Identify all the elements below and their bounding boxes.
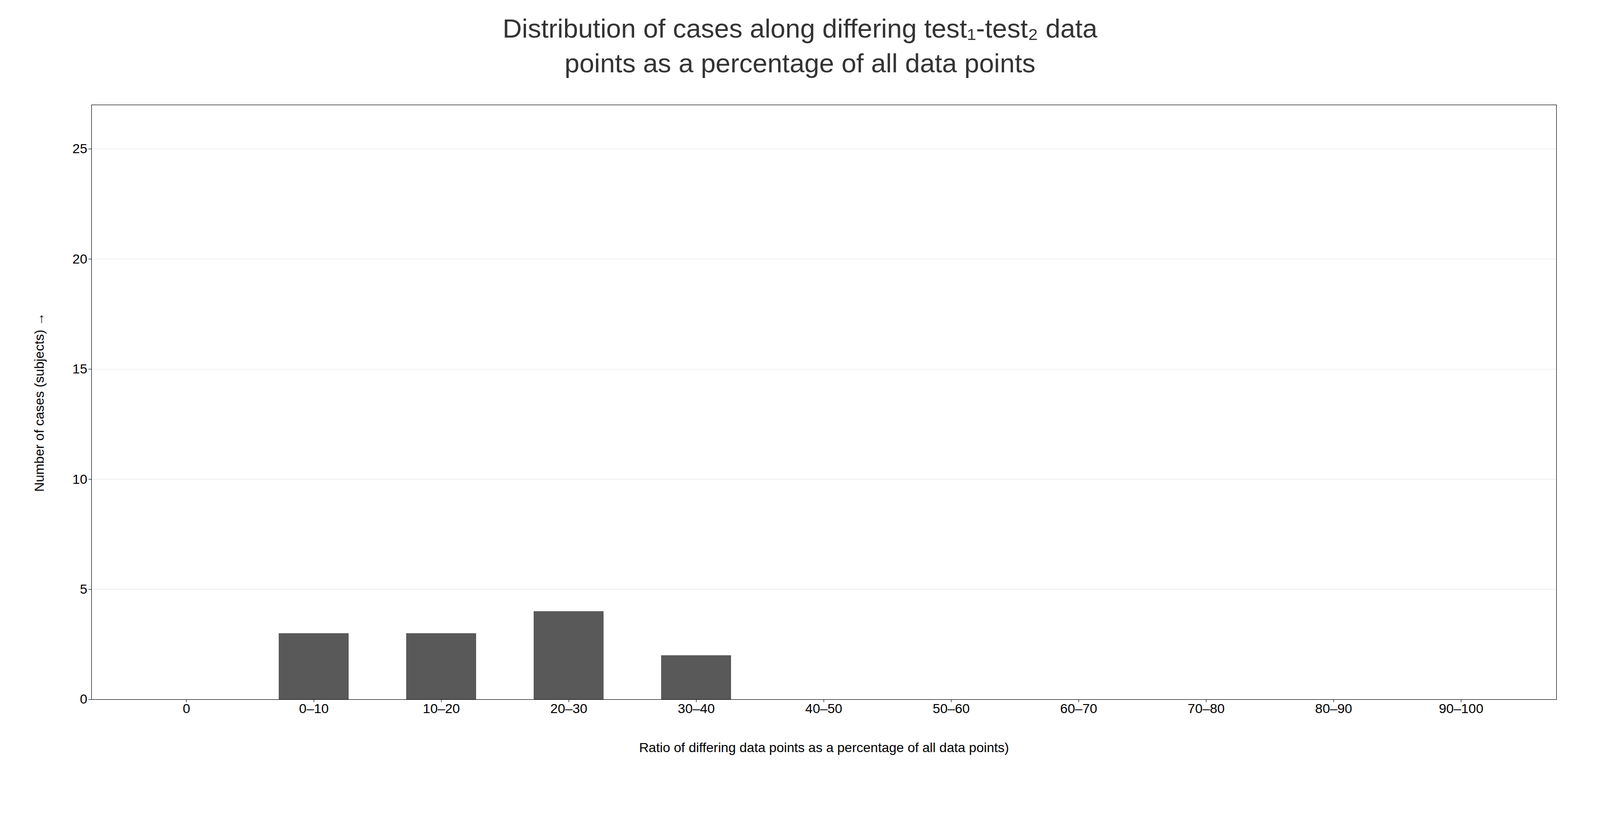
- svg-text:5: 5: [79, 581, 88, 597]
- svg-text:0–10: 0–10: [299, 701, 329, 716]
- svg-text:0: 0: [79, 691, 88, 707]
- svg-text:25: 25: [72, 141, 88, 157]
- svg-text:80–90: 80–90: [1315, 701, 1353, 716]
- svg-text:50–60: 50–60: [932, 701, 970, 716]
- svg-text:10: 10: [72, 471, 88, 487]
- svg-text:Number of cases (subjects) →: Number of cases (subjects) →: [31, 312, 47, 492]
- svg-text:15: 15: [72, 361, 88, 377]
- svg-text:70–80: 70–80: [1187, 701, 1225, 716]
- svg-text:0: 0: [182, 701, 191, 716]
- svg-text:40–50: 40–50: [805, 701, 843, 716]
- svg-text:Ratio of differing data points: Ratio of differing data points as a perc…: [639, 739, 1010, 755]
- html-text:Distribution of cases along di: Distribution of cases along differing te…: [502, 13, 1098, 78]
- svg-text:10–20: 10–20: [422, 701, 460, 716]
- svg-text:60–70: 60–70: [1060, 701, 1098, 716]
- svg-text:30–40: 30–40: [677, 701, 715, 716]
- svg-text:20: 20: [72, 251, 88, 266]
- svg-text:90–100: 90–100: [1438, 701, 1483, 716]
- svg-text:20–30: 20–30: [550, 701, 588, 716]
